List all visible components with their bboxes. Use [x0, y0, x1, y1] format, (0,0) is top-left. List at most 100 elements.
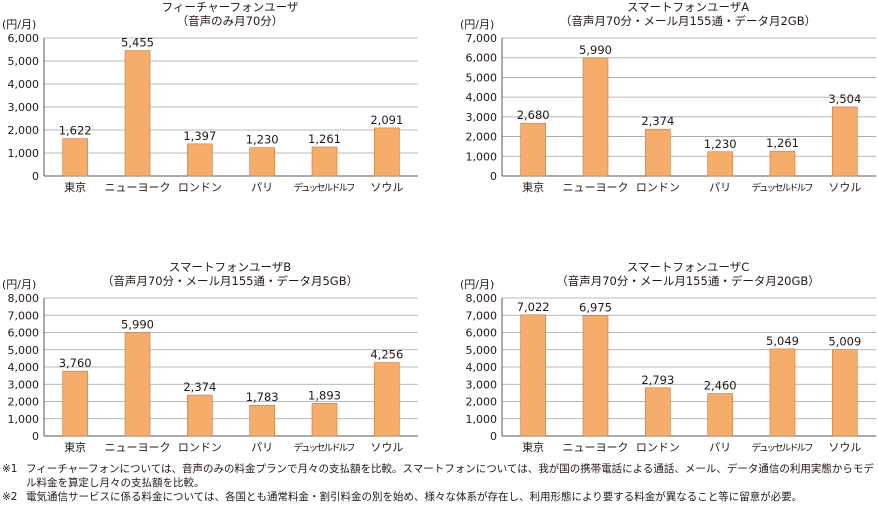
data-label: 3,760 — [59, 356, 92, 370]
y-axis-unit: (円/月) — [460, 278, 495, 291]
data-label: 1,230 — [246, 133, 279, 147]
footnote-mark: ※1 — [2, 463, 18, 475]
x-tick-label: ロンドン — [636, 181, 680, 194]
chart-panel-smartphone-a: スマートフォンユーザA （音声月70分・メール月155通・データ月2GB） (円… — [458, 0, 878, 250]
bar — [832, 349, 858, 437]
x-tick-label: 東京 — [64, 440, 86, 454]
data-label: 2,460 — [704, 379, 737, 393]
y-tick-label: 8,000 — [466, 292, 498, 305]
x-tick-label: 東京 — [522, 180, 544, 194]
bar-chart: 0 1,000 2,000 3,000 4,000 5,000 6,000 7,000 8,00… — [8, 292, 418, 454]
data-label: 5,049 — [766, 334, 799, 348]
chart-subtitle: （音声月70分・メール月155通・データ月5GB） — [101, 274, 359, 288]
x-tick-label: ニューヨーク — [105, 181, 171, 194]
bar — [124, 332, 151, 437]
bar — [187, 143, 213, 177]
y-tick-label: 2,000 — [466, 396, 498, 409]
bar — [645, 387, 671, 437]
chart-subtitle: （音声月70分・メール月155通・データ月2GB） — [559, 14, 817, 28]
data-label: 5,990 — [121, 318, 154, 332]
x-tick-label: パリ — [251, 181, 273, 194]
bar — [124, 50, 151, 177]
bar — [707, 393, 733, 437]
chart-subtitle: （音声月70分・メール月155通・データ月20GB） — [556, 274, 820, 288]
chart-panel-feature-phone: フィーチャーフォンユーザ （音声のみ月70分） (円/月) 0 1,000 2,00… — [0, 0, 420, 250]
y-tick-label: 7,000 — [466, 32, 498, 45]
x-tick-label: パリ — [709, 441, 731, 454]
y-tick-label: 3,000 — [466, 378, 498, 391]
bar — [645, 128, 671, 177]
x-tick-label: ニューヨーク — [563, 181, 629, 194]
bar — [520, 122, 546, 177]
y-tick-label: 5,000 — [466, 344, 498, 357]
data-label: 2,374 — [641, 114, 674, 128]
x-tick-label: 東京 — [64, 180, 86, 194]
y-tick-label: 0 — [32, 430, 39, 443]
bar — [832, 106, 858, 177]
y-tick-label: 8,000 — [8, 292, 40, 305]
y-tick-label: 4,000 — [8, 361, 40, 374]
bar — [769, 348, 796, 437]
bar — [62, 138, 88, 177]
chart-title: フィーチャーフォンユーザ — [161, 0, 299, 14]
y-tick-label: 1,000 — [466, 413, 498, 426]
footnote-text: 電気通信サービスに係る料金については、各国とも通常料金・割引料金の別を始め、様々… — [26, 491, 803, 503]
x-tick-label: ソウル — [828, 181, 861, 194]
y-tick-label: 0 — [490, 170, 497, 183]
y-tick-label: 5,000 — [8, 55, 40, 68]
x-tick-label: ニューヨーク — [563, 441, 629, 454]
bar-chart: 0 1,000 2,000 3,000 4,000 5,000 6,000 1,622 東京 5,… — [8, 32, 418, 194]
y-tick-label: 6,000 — [8, 32, 40, 45]
data-label: 3,504 — [828, 92, 861, 106]
data-label: 5,009 — [828, 335, 861, 349]
x-tick-label: ロンドン — [178, 441, 222, 454]
y-axis-unit: (円/月) — [460, 18, 495, 31]
footnotes: ※1 フィーチャーフォンについては、音声のみの料金プランで月々の支払額を比較。ス… — [2, 462, 876, 504]
x-tick-label: パリ — [709, 181, 731, 194]
y-tick-label: 6,000 — [466, 52, 498, 65]
chart-subtitle: （音声のみ月70分） — [176, 14, 284, 28]
x-tick-label: ロンドン — [636, 441, 680, 454]
x-tick-label: デュッセルドルフ — [294, 442, 356, 454]
y-tick-label: 2,000 — [466, 131, 498, 144]
bar — [374, 362, 400, 437]
x-tick-label: デュッセルドルフ — [294, 182, 356, 194]
footnote: ※2 電気通信サービスに係る料金については、各国とも通常料金・割引料金の別を始め… — [2, 490, 876, 504]
chart-title: スマートフォンユーザA — [626, 0, 750, 14]
y-tick-label: 3,000 — [8, 378, 40, 391]
y-tick-label: 6,000 — [8, 327, 40, 340]
data-label: 1,893 — [308, 388, 341, 402]
bar — [707, 151, 733, 177]
bar — [249, 147, 275, 177]
data-label: 1,261 — [766, 136, 799, 150]
bar — [62, 370, 88, 437]
x-tick-label: パリ — [251, 441, 273, 454]
data-label: 6,975 — [579, 301, 612, 315]
y-axis-unit: (円/月) — [2, 278, 37, 291]
chart-title: スマートフォンユーザB — [168, 260, 292, 274]
bar-chart: 0 1,000 2,000 3,000 4,000 5,000 6,000 7,000 2,68… — [466, 32, 876, 194]
y-tick-label: 3,000 — [8, 101, 40, 114]
bar — [249, 404, 275, 437]
data-label: 1,783 — [246, 390, 279, 404]
data-label: 1,261 — [308, 132, 341, 146]
x-tick-label: デュッセルドルフ — [752, 442, 814, 454]
chart-panel-smartphone-c: スマートフォンユーザC （音声月70分・メール月155通・データ月20GB） (… — [458, 260, 878, 510]
y-tick-label: 5,000 — [8, 344, 40, 357]
data-label: 1,230 — [704, 137, 737, 151]
y-tick-label: 6,000 — [466, 327, 498, 340]
bar — [582, 315, 609, 437]
y-tick-label: 1,000 — [466, 150, 498, 163]
data-label: 5,455 — [121, 36, 154, 50]
y-tick-label: 4,000 — [466, 361, 498, 374]
bar — [187, 394, 213, 437]
bar-chart: 0 1,000 2,000 3,000 4,000 5,000 6,000 7,000 8,00… — [466, 292, 876, 454]
y-tick-label: 7,000 — [8, 309, 40, 322]
y-tick-label: 0 — [32, 170, 39, 183]
data-label: 2,374 — [183, 380, 216, 394]
x-tick-label: ソウル — [828, 441, 861, 454]
bar — [520, 314, 546, 437]
y-tick-label: 1,000 — [8, 413, 40, 426]
bar — [311, 403, 338, 437]
bar — [374, 127, 400, 177]
